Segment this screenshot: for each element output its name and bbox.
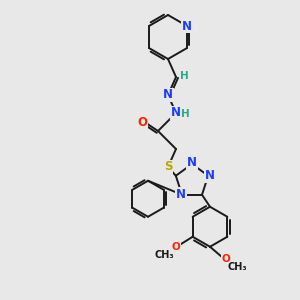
Text: N: N bbox=[176, 188, 186, 201]
Text: H: H bbox=[181, 109, 189, 119]
Text: N: N bbox=[187, 157, 197, 169]
Text: CH₃: CH₃ bbox=[227, 262, 247, 272]
Text: S: S bbox=[164, 160, 172, 173]
Text: N: N bbox=[163, 88, 173, 101]
Text: N: N bbox=[171, 106, 181, 119]
Text: O: O bbox=[222, 254, 230, 264]
Text: H: H bbox=[180, 71, 188, 81]
Text: N: N bbox=[182, 20, 192, 32]
Text: O: O bbox=[171, 242, 180, 252]
Text: O: O bbox=[137, 116, 147, 128]
Text: CH₃: CH₃ bbox=[155, 250, 175, 260]
Text: N: N bbox=[205, 169, 215, 182]
